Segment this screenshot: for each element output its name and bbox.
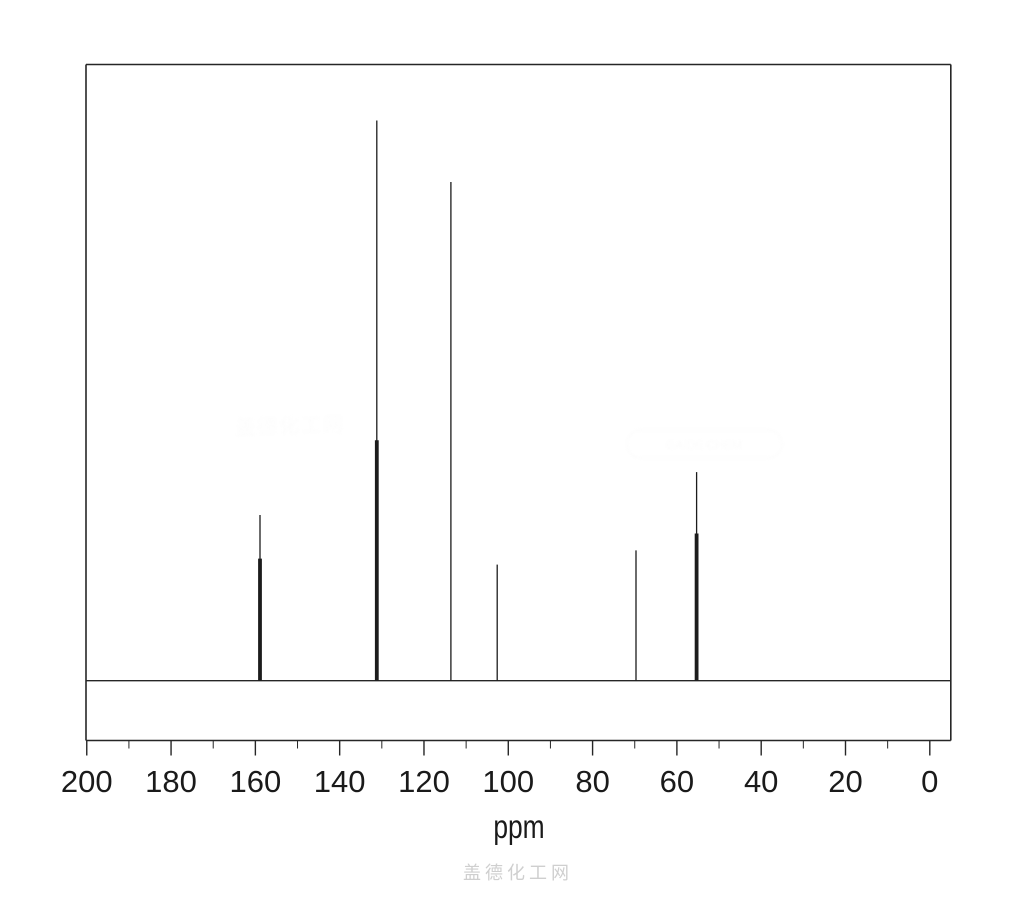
svg-text:GAIDE CHEM: GAIDE CHEM: [666, 438, 742, 452]
